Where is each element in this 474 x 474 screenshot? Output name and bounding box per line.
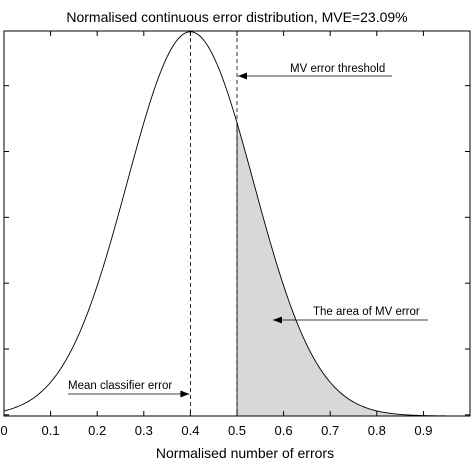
annotation-arrowhead (238, 72, 247, 80)
x-tick-label: 0.7 (321, 423, 339, 438)
x-tick-label: 0.8 (368, 423, 386, 438)
distribution-curve (3, 31, 447, 417)
annotation-arrowhead (180, 390, 190, 398)
chart-title: Normalised continuous error distribution… (66, 9, 407, 25)
annotation-arrowhead (272, 316, 282, 324)
annotation-label: The area of MV error (313, 306, 420, 318)
mv-error-area (237, 122, 424, 416)
annotation-label: Mean classifier error (68, 380, 172, 392)
x-tick-label: 0.2 (88, 423, 106, 438)
annotation-label: MV error threshold (290, 63, 385, 75)
x-tick-label: 0.9 (414, 423, 432, 438)
x-tick-label: 0 (0, 423, 7, 438)
x-tick-label: 0.6 (275, 423, 293, 438)
x-tick-label: 0.4 (181, 423, 199, 438)
x-axis-label: Normalised number of errors (156, 445, 334, 461)
x-tick-label: 0.3 (135, 423, 153, 438)
x-tick-label: 0.1 (42, 423, 60, 438)
x-tick-label: 0.5 (228, 423, 246, 438)
